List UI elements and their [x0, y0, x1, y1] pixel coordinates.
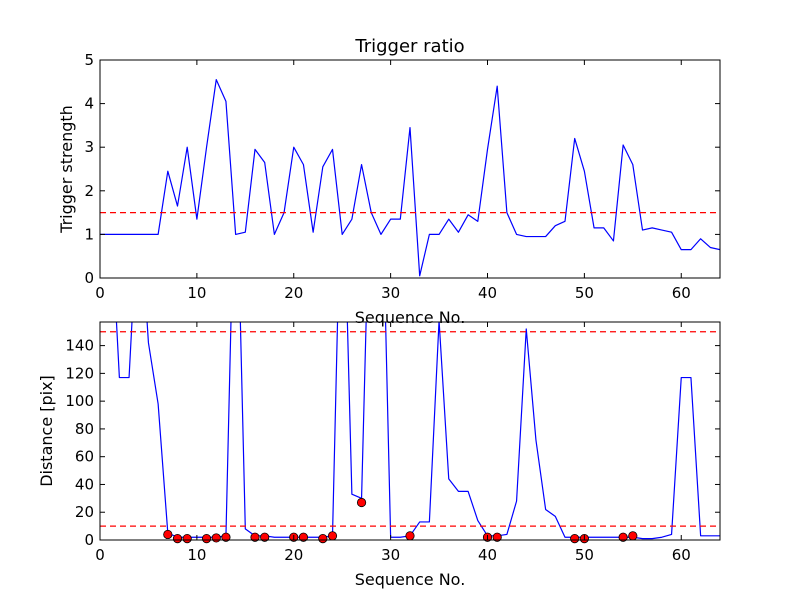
top-chart-y-tick-label: 3: [84, 138, 94, 156]
bottom-chart-marker-point: [172, 534, 183, 544]
bottom-chart-plot-area: [100, 322, 720, 540]
top-chart-y-tick-label: 2: [84, 182, 94, 200]
bottom-chart-marker-point: [327, 531, 338, 541]
bottom-chart-x-tick-label: 40: [478, 546, 497, 564]
bottom-chart-marker-point: [628, 531, 638, 541]
bottom-chart-marker-point: [201, 534, 212, 544]
top-chart-x-tick-label: 30: [381, 284, 400, 302]
top-chart-x-tick-label: 50: [575, 284, 594, 302]
bottom-chart-series-line: [115, 322, 720, 540]
bottom-chart-frame: [99, 321, 721, 541]
bottom-chart-x-axis-label: Sequence No.: [355, 570, 466, 589]
top-chart-y-tick-label: 0: [84, 269, 94, 287]
bottom-chart-marker-point: [318, 534, 328, 544]
bottom-chart: 0 10 20 30 40 50 60 0 20 40 60 80 100 120 140 Sequence …: [37, 321, 721, 589]
bottom-chart-marker-point: [182, 534, 192, 544]
top-chart-y-axis-label: Trigger strength: [57, 105, 76, 234]
bottom-chart-x-tick-label: 10: [187, 546, 206, 564]
bottom-chart-marker-point: [492, 532, 502, 542]
top-chart-x-tick-label: 10: [187, 284, 206, 302]
top-chart-title: Trigger ratio: [354, 36, 464, 57]
bottom-chart-marker-point: [356, 497, 367, 508]
top-chart: 0 10 20 30 40 50 60 0 1 2 3 4 5 Trigger ratio Sequence…: [57, 36, 721, 327]
bottom-chart-y-tick-label: 80: [75, 420, 94, 438]
bottom-chart-x-tick-label: 60: [672, 546, 691, 564]
top-chart-y-tick-label: 4: [84, 95, 94, 113]
bottom-chart-marker-point: [250, 532, 260, 542]
bottom-chart-marker-point: [211, 533, 221, 543]
bottom-chart-marker-point: [405, 531, 415, 541]
bottom-chart-marker-point: [163, 529, 173, 540]
top-chart-y-tick-label: 1: [84, 225, 94, 243]
top-chart-x-tick-label: 20: [284, 284, 303, 302]
top-chart-x-tick-label: 40: [478, 284, 497, 302]
bottom-chart-y-tick-label: 100: [65, 392, 94, 410]
bottom-chart-y-tick-label: 20: [75, 503, 94, 521]
bottom-chart-y-tick-label: 120: [65, 364, 94, 382]
top-chart-frame: [99, 59, 721, 279]
top-chart-x-axis-label: Sequence No.: [355, 308, 466, 327]
top-chart-series-line: [100, 79, 720, 277]
bottom-chart-marker-point: [618, 532, 628, 542]
bottom-chart-y-tick-label: 60: [75, 448, 94, 466]
top-chart-plot-area: [100, 79, 720, 277]
bottom-chart-y-tick-label: 140: [65, 337, 94, 355]
bottom-chart-x-tick-label: 0: [95, 546, 105, 564]
bottom-chart-marker-point: [570, 534, 580, 544]
bottom-chart-y-tick-label: 0: [84, 531, 94, 549]
bottom-chart-x-tick-label: 30: [381, 546, 400, 564]
top-chart-y-tick-label: 5: [84, 51, 94, 69]
bottom-chart-y-axis-label: Distance [pix]: [37, 375, 56, 487]
bottom-chart-y-tick-label: 40: [75, 475, 94, 493]
bottom-chart-marker-point: [260, 532, 270, 542]
top-chart-x-tick-label: 0: [95, 284, 105, 302]
top-chart-x-tick-label: 60: [672, 284, 691, 302]
bottom-chart-x-tick-label: 20: [284, 546, 303, 564]
bottom-chart-marker-point: [298, 532, 309, 542]
bottom-chart-marker-point: [221, 532, 231, 542]
bottom-chart-x-tick-label: 50: [575, 546, 594, 564]
